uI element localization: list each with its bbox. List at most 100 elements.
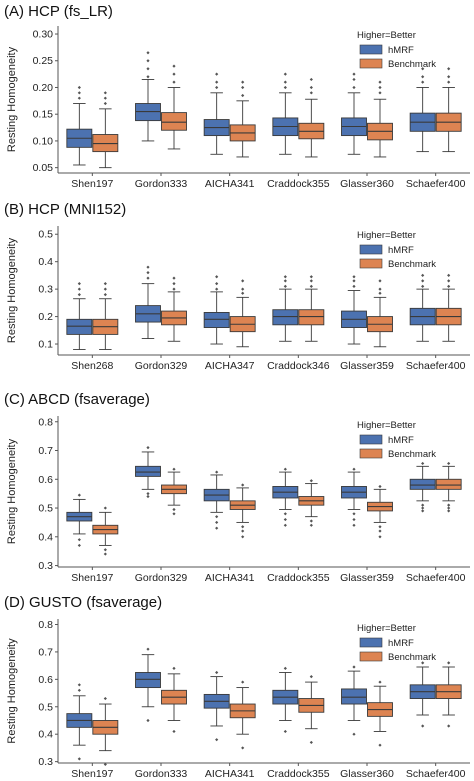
box-hmrf-gordon333 — [135, 647, 161, 723]
outlier-point — [352, 77, 356, 82]
outlier-point — [146, 718, 150, 723]
outlier-point — [77, 287, 81, 291]
x-tick-label: Shen197 — [71, 768, 113, 780]
outlier-point — [172, 507, 176, 512]
y-tick-label: 0.4 — [38, 256, 53, 268]
outlier-point — [352, 85, 356, 90]
box-body — [66, 318, 93, 335]
outlier-point — [283, 275, 287, 279]
legend-swatch-benchmark — [359, 651, 383, 662]
box-benchmark-glasser359 — [367, 279, 393, 348]
outlier-point — [421, 273, 425, 278]
x-tick-label: Schaefer400 — [406, 178, 466, 190]
legend-title: Higher=Better — [357, 230, 416, 241]
box-benchmark-shen197 — [92, 696, 119, 766]
legend-title: Higher=Better — [357, 30, 416, 41]
outlier-point — [241, 525, 245, 529]
outlier-point — [172, 72, 176, 76]
x-tick-label: AICHA341 — [205, 178, 255, 190]
y-tick-label: 0.8 — [38, 619, 53, 631]
outlier-point — [447, 661, 451, 665]
y-tick-label: 0.25 — [33, 55, 54, 67]
outlier-point — [378, 535, 382, 539]
box-benchmark-gordon333 — [161, 666, 187, 734]
outlier-point — [146, 492, 150, 496]
outlier-point — [378, 85, 382, 90]
y-tick-label: 0.4 — [38, 729, 53, 741]
outlier-point — [77, 85, 81, 90]
box-body — [135, 672, 161, 689]
y-tick-label: 0.2 — [38, 311, 53, 323]
outlier-point — [172, 80, 176, 84]
outlier-point — [146, 75, 150, 79]
outlier-point — [447, 503, 451, 507]
box-hmrf-craddock355 — [272, 467, 299, 527]
box-hmrf-schaefer400 — [409, 461, 436, 513]
y-axis-label: Resting Homogeneity — [6, 46, 18, 152]
panel-title: (A) HCP (fs_LR) — [4, 3, 113, 20]
outlier-point — [146, 51, 150, 55]
outlier-point — [447, 724, 451, 728]
box-benchmark-glasser359 — [367, 484, 393, 539]
outlier-point — [215, 515, 219, 519]
box-hmrf-craddock355 — [272, 666, 299, 734]
x-tick-label: Craddock355 — [267, 768, 330, 780]
panel-title: (D) GUSTO (fsaverage) — [4, 594, 162, 611]
x-tick-label: Schaefer400 — [406, 572, 466, 584]
outlier-point — [421, 506, 425, 510]
box-benchmark-schaefer400 — [435, 661, 462, 728]
y-tick-label: 0.10 — [33, 135, 54, 147]
outlier-point — [283, 279, 287, 283]
box-hmrf-aicha341 — [203, 670, 230, 742]
legend-label-hmrf: hMRF — [388, 638, 414, 649]
y-tick-label: 0.15 — [33, 109, 54, 121]
outlier-point — [309, 740, 313, 745]
outlier-point — [421, 279, 425, 283]
outlier-point — [283, 512, 287, 516]
box-hmrf-gordon329 — [135, 265, 161, 339]
x-tick-label: Shen197 — [71, 178, 113, 190]
outlier-point — [378, 80, 382, 84]
legend-swatch-hmrf — [359, 44, 383, 55]
y-tick-label: 0.6 — [38, 474, 53, 486]
outlier-point — [309, 284, 313, 288]
y-axis-label: Resting Homogeneity — [6, 638, 18, 744]
box-hmrf-glasser360 — [341, 72, 367, 155]
outlier-point — [447, 67, 451, 71]
outlier-point — [241, 93, 245, 98]
panel-a: (A) HCP (fs_LR) Resting Homogeneity 0.05 0.… — [4, 3, 470, 190]
outlier-point — [352, 512, 356, 516]
x-tick-label: Craddock355 — [267, 572, 330, 584]
box-hmrf-gordon329 — [135, 446, 161, 499]
y-tick-label: 0.5 — [38, 701, 53, 713]
outlier-point — [378, 287, 382, 291]
legend-swatch-hmrf — [359, 244, 383, 255]
y-tick-label: 0.20 — [33, 82, 54, 94]
outlier-point — [77, 538, 81, 542]
x-tick-label: Gordon333 — [135, 178, 188, 190]
outlier-point — [172, 512, 176, 516]
legend-swatch-hmrf — [359, 434, 383, 445]
outlier-point — [309, 519, 313, 523]
outlier-point — [103, 293, 107, 297]
x-tick-label: Glasser360 — [340, 768, 394, 780]
panel-title: (C) ABCD (fsaverage) — [4, 391, 150, 408]
outlier-point — [421, 724, 425, 728]
outlier-point — [447, 506, 451, 510]
outlier-point — [447, 273, 451, 278]
outlier-point — [77, 493, 81, 497]
outlier-point — [103, 91, 107, 95]
outlier-point — [352, 279, 356, 283]
legend-label-benchmark: Benchmark — [388, 259, 436, 270]
outlier-point — [241, 680, 245, 684]
x-tick-label: Shen268 — [71, 360, 113, 372]
legend-swatch-benchmark — [359, 448, 383, 459]
box-body — [161, 112, 187, 131]
box-body — [435, 478, 462, 490]
box-body — [298, 309, 325, 326]
box-benchmark-craddock355 — [298, 77, 325, 158]
outlier-point — [146, 494, 150, 499]
outlier-point — [421, 661, 425, 665]
y-tick-label: 0.3 — [38, 756, 53, 768]
